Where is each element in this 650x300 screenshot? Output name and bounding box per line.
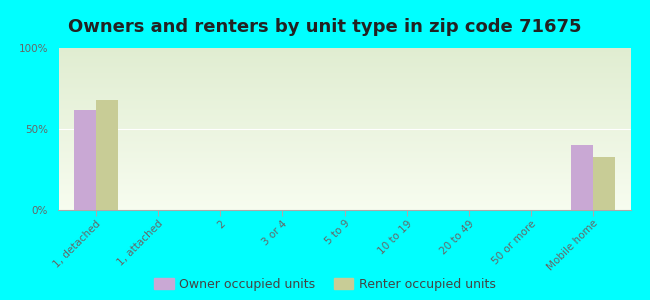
Bar bbox=[96, 100, 118, 210]
Bar bbox=[74, 110, 96, 210]
Legend: Owner occupied units, Renter occupied units: Owner occupied units, Renter occupied un… bbox=[154, 278, 496, 291]
Bar bbox=[571, 145, 593, 210]
Bar bbox=[593, 157, 615, 210]
Text: Owners and renters by unit type in zip code 71675: Owners and renters by unit type in zip c… bbox=[68, 18, 582, 36]
